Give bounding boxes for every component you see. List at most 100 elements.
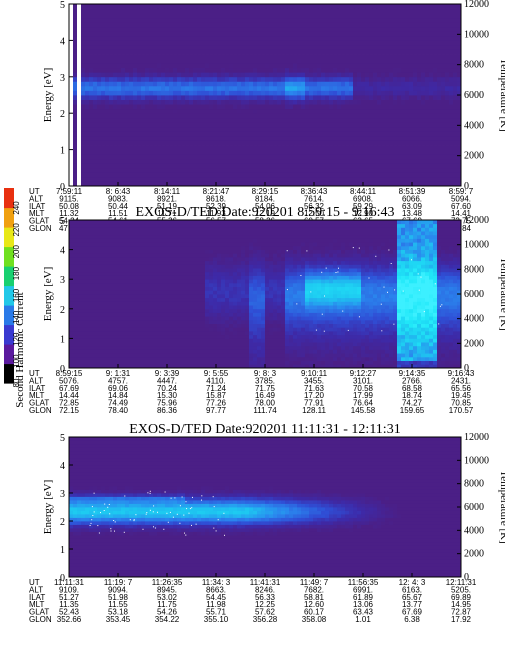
heatmap-cell (93, 286, 98, 291)
heatmap-cell (69, 334, 74, 339)
heatmap-cell (145, 279, 150, 284)
heatmap-cell (237, 149, 242, 155)
heatmap-cell (153, 275, 158, 280)
heatmap-cell (337, 72, 342, 78)
heatmap-cell (205, 81, 210, 87)
heatmap-cell (341, 167, 346, 173)
heatmap-cell (381, 149, 386, 155)
heatmap-cell (177, 85, 182, 91)
heatmap-cell (181, 67, 186, 73)
heatmap-cell (437, 44, 442, 50)
heatmap-cell (233, 140, 238, 146)
heatmap-cell (97, 158, 102, 164)
heatmap-cell (73, 22, 78, 28)
heatmap-cell (141, 242, 146, 247)
heatmap-cell (193, 26, 198, 32)
heatmap-cell (193, 63, 198, 69)
heatmap-cell (249, 176, 254, 182)
heatmap-cell (305, 135, 310, 141)
heatmap-cell (277, 113, 282, 119)
heatmap-cell (229, 22, 234, 28)
heatmap-cell (253, 149, 258, 155)
heatmap-cell (73, 49, 78, 55)
heatmap-cell (89, 49, 94, 55)
heatmap-cell (237, 99, 242, 105)
heatmap-cell (401, 167, 406, 173)
heatmap-cell (77, 4, 82, 9)
heatmap-cell (85, 257, 90, 262)
heatmap-cell (221, 135, 226, 141)
table-cell: 56.32 (304, 202, 325, 211)
heatmap-cell (437, 108, 442, 114)
heatmap-cell (329, 108, 334, 114)
heatmap-cell (213, 122, 218, 128)
heatmap-cell (393, 13, 398, 19)
heatmap-cell (217, 54, 222, 59)
heatmap-cell (249, 181, 254, 187)
heatmap-cell (381, 44, 386, 50)
heatmap-cell (397, 8, 402, 14)
heatmap-cell (73, 63, 78, 69)
heatmap-cell (309, 54, 314, 59)
heatmap-cell (421, 49, 426, 55)
heatmap-cell (133, 181, 138, 187)
heatmap-cell (381, 17, 386, 23)
heatmap-cell (249, 72, 254, 78)
heatmap-cell (441, 135, 446, 141)
heatmap-cell (77, 312, 82, 317)
heatmap-cell (185, 131, 190, 137)
heatmap-cell (73, 264, 78, 269)
heatmap-cell (297, 126, 302, 132)
heatmap-cell (157, 26, 162, 32)
heatmap-cell (457, 181, 462, 187)
heatmap-cell (133, 223, 138, 228)
heatmap-cell (353, 90, 358, 96)
heatmap-cell (141, 301, 146, 306)
heatmap-cell (213, 104, 218, 110)
heatmap-cell (393, 54, 398, 59)
heatmap-cell (137, 63, 142, 69)
heatmap-cell (129, 264, 134, 269)
heatmap-cell (453, 122, 458, 128)
heatmap-cell (449, 113, 454, 119)
heatmap-cell (93, 290, 98, 295)
heatmap-cell (357, 81, 362, 87)
heatmap-cell (81, 275, 86, 280)
heatmap-cell (121, 286, 126, 291)
heatmap-cell (189, 154, 194, 160)
heatmap-cell (89, 223, 94, 228)
heatmap-cell (153, 353, 158, 358)
heatmap-cell (281, 76, 286, 82)
heatmap-cell (401, 58, 406, 64)
heatmap-cell (85, 31, 90, 37)
heatmap-cell (429, 44, 434, 50)
heatmap-cell (229, 172, 234, 178)
heatmap-cell (333, 108, 338, 114)
heatmap-cell (85, 308, 90, 313)
heatmap-cell (157, 8, 162, 14)
heatmap-cell (269, 44, 274, 50)
heatmap-cell (425, 163, 430, 169)
heatmap-cell (89, 81, 94, 87)
heatmap-cell (85, 167, 90, 173)
heatmap-cell (89, 72, 94, 78)
heatmap-cell (161, 308, 166, 313)
table-cell: 7:59:11 (56, 187, 83, 196)
heatmap-cell (245, 22, 250, 28)
heatmap-cell (77, 108, 82, 114)
heatmap-cell (305, 31, 310, 37)
heatmap-cell (305, 163, 310, 169)
heatmap-cell (93, 22, 98, 28)
heatmap-cell (241, 145, 246, 150)
heatmap-cell (149, 90, 154, 96)
heatmap-cell (305, 90, 310, 96)
heatmap-cell (437, 54, 442, 59)
heatmap-cell (161, 104, 166, 110)
heatmap-cell (209, 44, 214, 50)
heatmap-cell (273, 31, 278, 37)
heatmap-cell (133, 290, 138, 295)
heatmap-cell (93, 40, 98, 46)
heatmap-cell (69, 145, 74, 150)
heatmap-cell (441, 8, 446, 14)
heatmap-cell (317, 49, 322, 55)
